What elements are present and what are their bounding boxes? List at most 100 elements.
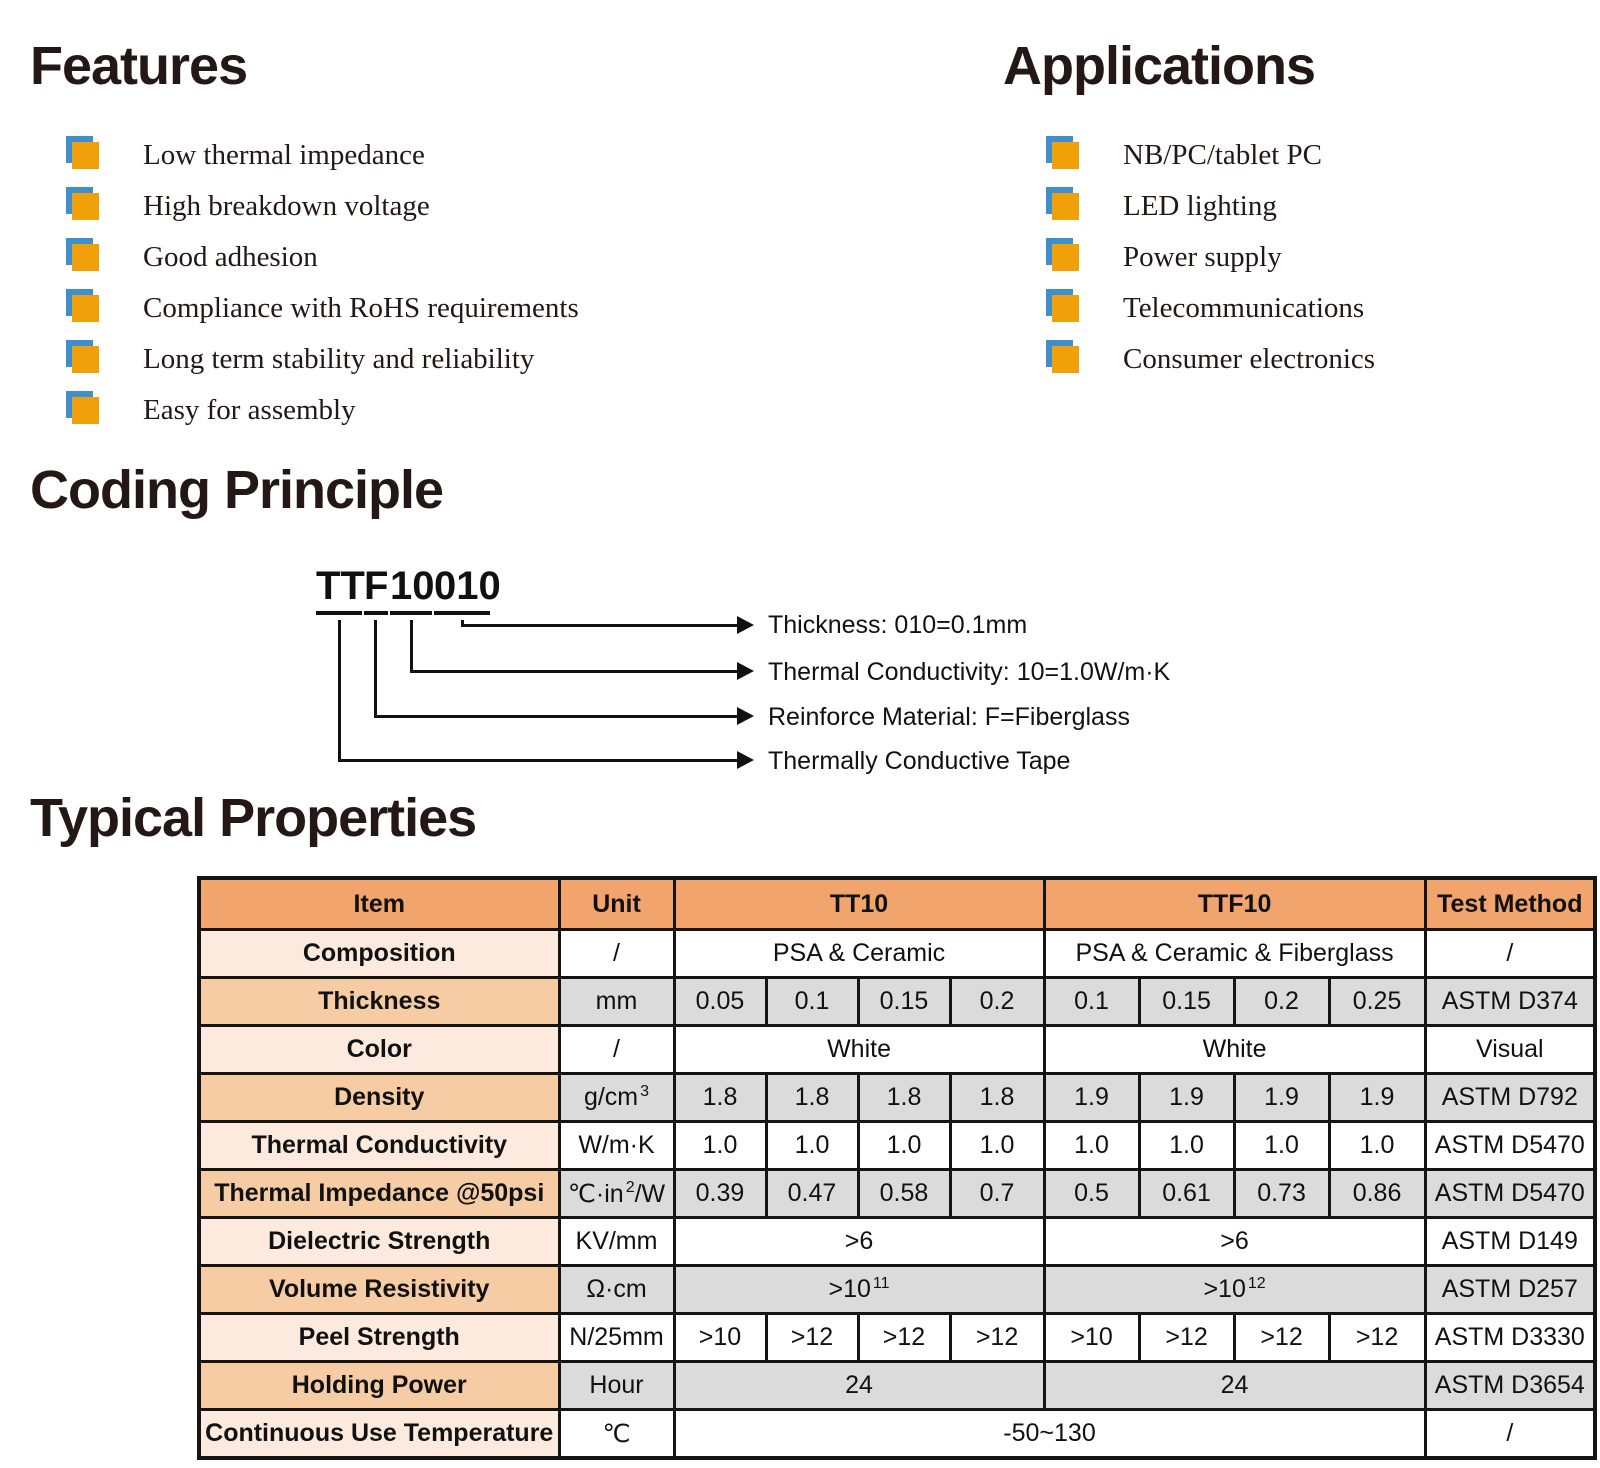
col-header-item: Item [197, 876, 561, 931]
col-header-tt10: TT10 [672, 876, 1046, 931]
cell-test-method: Visual [1423, 1024, 1597, 1075]
cell-value-tt10: 1.8 [856, 1072, 952, 1123]
table-row: Continuous Use Temperature ℃ -50~130/ [197, 1408, 1597, 1460]
square-bullet-icon [1052, 244, 1079, 271]
cell-item: Peel Strength [197, 1312, 561, 1363]
feature-item: High breakdown voltage [66, 181, 579, 232]
code-segment-10: 10 [390, 566, 435, 615]
cell-value-ttf10: 0.73 [1232, 1168, 1331, 1219]
square-bullet-icon [1052, 346, 1079, 373]
square-bullet-icon [72, 346, 99, 373]
cell-test-method: ASTM D792 [1423, 1072, 1597, 1123]
cell-value-ttf10: 24 [1042, 1360, 1427, 1411]
square-bullet-icon [72, 142, 99, 169]
cell-item: Thickness [197, 976, 561, 1027]
feature-item-label: Good adhesion [143, 241, 318, 273]
connector-line [338, 759, 737, 762]
square-bullet-icon [1052, 193, 1079, 220]
cell-value-tt10: >10 11 [672, 1264, 1046, 1315]
cell-value-ttf10: 0.15 [1137, 976, 1236, 1027]
square-bullet-icon [72, 193, 99, 220]
feature-item: Long term stability and reliability [66, 334, 579, 385]
application-item: Telecommunications [1046, 283, 1375, 334]
typical-properties-table-wrap: Item Unit TT10 TTF10 Test Method Composition… [197, 876, 1598, 1460]
code-segment-010: 010 [434, 566, 501, 615]
cell-value-ttf10: 1.0 [1042, 1120, 1141, 1171]
cell-unit: mm [557, 976, 676, 1027]
application-item: LED lighting [1046, 181, 1375, 232]
cell-value-tt10: >6 [672, 1216, 1046, 1267]
code-segment-f: F [364, 566, 388, 615]
cell-value-tt10: 0.15 [856, 976, 952, 1027]
code-segment-tt: TT [316, 566, 365, 615]
cell-value-ttf10: 1.9 [1042, 1072, 1141, 1123]
col-header-test-method: Test Method [1423, 876, 1597, 931]
cell-value-ttf10: 1.9 [1137, 1072, 1236, 1123]
cell-test-method: ASTM D257 [1423, 1264, 1597, 1315]
cell-value-ttf10: 1.0 [1137, 1120, 1236, 1171]
typical-properties-title: Typical Properties [30, 788, 477, 848]
cell-value-ttf10: 0.86 [1327, 1168, 1427, 1219]
application-item-label: LED lighting [1123, 190, 1277, 222]
cell-unit: W/m·K [557, 1120, 676, 1171]
cell-item: Thermal Conductivity [197, 1120, 561, 1171]
cell-test-method: ASTM D374 [1423, 976, 1597, 1027]
connector-line [338, 620, 341, 762]
code-label-thermal-conductivity: Thermal Conductivity: 10=1.0W/m·K [768, 658, 1171, 686]
cell-value-tt10: 0.05 [672, 976, 768, 1027]
cell-value-tt10: 1.8 [764, 1072, 860, 1123]
cell-value-tt10: 1.0 [948, 1120, 1046, 1171]
feature-item: Low thermal impedance [66, 130, 579, 181]
cell-value-tt10: >12 [856, 1312, 952, 1363]
cell-unit: / [557, 1024, 676, 1075]
cell-unit: Ω·cm [557, 1264, 676, 1315]
cell-value-ttf10: 1.0 [1327, 1120, 1427, 1171]
cell-value-ttf10: >12 [1232, 1312, 1331, 1363]
cell-value-ttf10: 0.25 [1327, 976, 1427, 1027]
coding-principle-title: Coding Principle [30, 460, 444, 520]
cell-value-tt10: 0.7 [948, 1168, 1046, 1219]
application-item-label: Power supply [1123, 241, 1282, 273]
code-label-reinforce-material: Reinforce Material: F=Fiberglass [768, 703, 1130, 731]
cell-item: Composition [197, 928, 561, 979]
cell-value-tt10: 1.8 [672, 1072, 768, 1123]
cell-test-method: ASTM D149 [1423, 1216, 1597, 1267]
cell-test-method: / [1423, 928, 1597, 979]
cell-value-ttf10: 0.5 [1042, 1168, 1141, 1219]
feature-item-label: Easy for assembly [143, 394, 356, 426]
application-item: Power supply [1046, 232, 1375, 283]
application-item: Consumer electronics [1046, 334, 1375, 385]
cell-value-tt10: 0.1 [764, 976, 860, 1027]
cell-test-method: ASTM D3330 [1423, 1312, 1597, 1363]
arrow-icon [737, 616, 754, 634]
application-item-label: NB/PC/tablet PC [1123, 139, 1323, 171]
table-row: Dielectric Strength KV/mm >6 >6 ASTM D149 [197, 1216, 1597, 1267]
connector-line [374, 715, 737, 718]
cell-value-tt10: 1.0 [764, 1120, 860, 1171]
cell-test-method: ASTM D5470 [1423, 1168, 1597, 1219]
cell-value-tt10: 0.58 [856, 1168, 952, 1219]
cell-item: Volume Resistivity [197, 1264, 561, 1315]
cell-value-ttf10: White [1042, 1024, 1427, 1075]
cell-item: Thermal Impedance @50psi [197, 1168, 561, 1219]
cell-value-combined: -50~130 [672, 1408, 1427, 1460]
connector-line [374, 620, 377, 718]
application-item-label: Consumer electronics [1123, 343, 1376, 375]
table-row: Holding Power Hour 24 24 ASTM D3654 [197, 1360, 1597, 1411]
cell-item: Density [197, 1072, 561, 1123]
application-item: NB/PC/tablet PC [1046, 130, 1375, 181]
cell-value-ttf10: 1.0 [1232, 1120, 1331, 1171]
square-bullet-icon [72, 397, 99, 424]
cell-value-ttf10: 0.1 [1042, 976, 1141, 1027]
features-title: Features [30, 36, 248, 96]
col-header-ttf10: TTF10 [1042, 876, 1427, 931]
feature-item-label: High breakdown voltage [143, 190, 430, 222]
cell-value-ttf10: 1.9 [1232, 1072, 1331, 1123]
cell-item: Dielectric Strength [197, 1216, 561, 1267]
applications-list: NB/PC/tablet PC LED lighting Power supply T… [1046, 130, 1375, 385]
cell-value-tt10: 0.47 [764, 1168, 860, 1219]
cell-value-tt10: >12 [764, 1312, 860, 1363]
cell-value-tt10: 1.0 [856, 1120, 952, 1171]
code-label-thickness: Thickness: 010=0.1mm [768, 611, 1028, 639]
cell-test-method: / [1423, 1408, 1597, 1460]
